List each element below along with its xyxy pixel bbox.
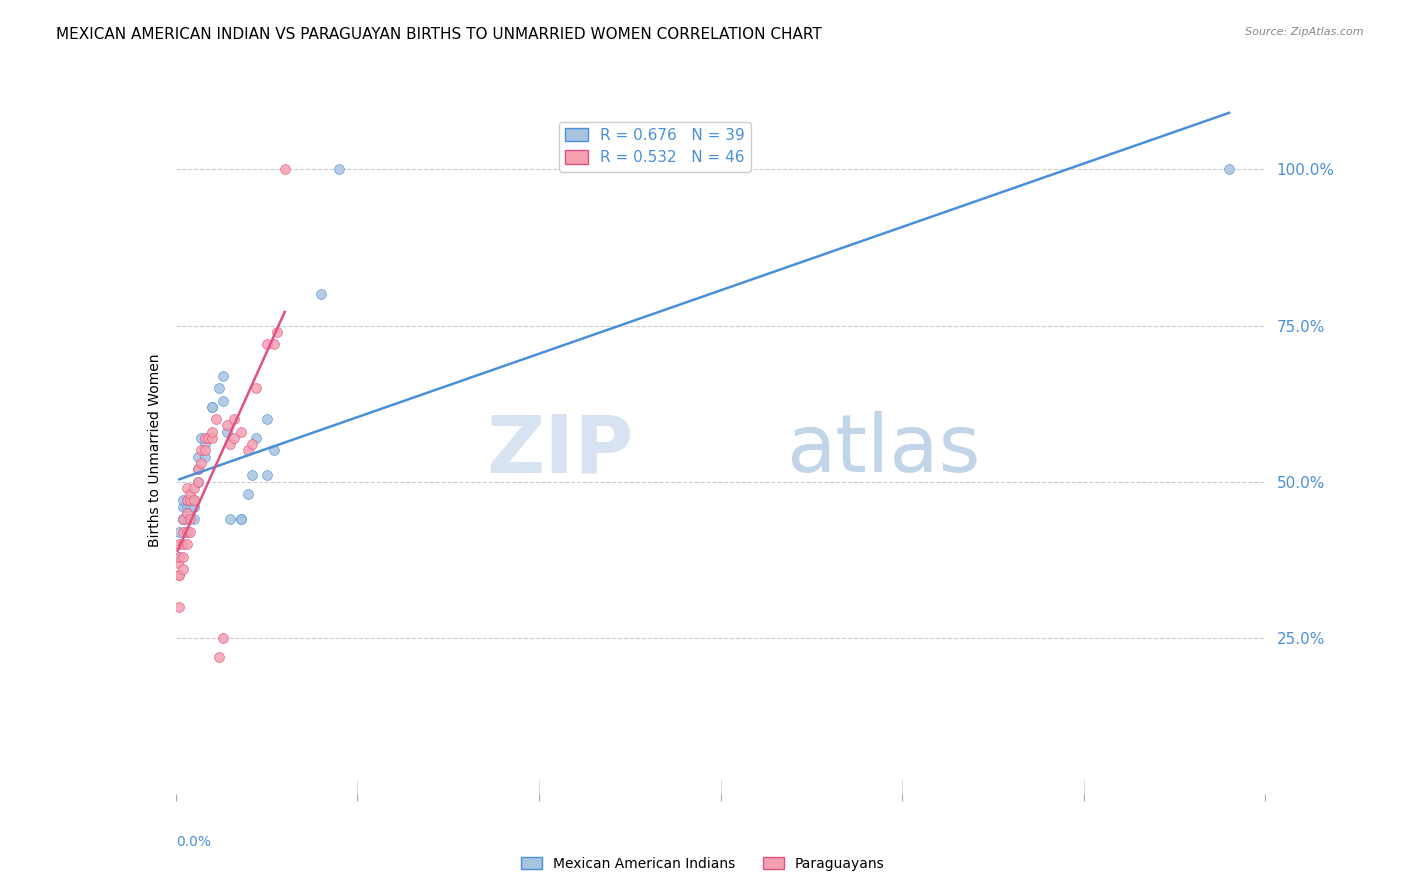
- Point: [201, 400, 224, 414]
- Point: [219, 437, 242, 451]
- Point: [172, 524, 194, 539]
- Point: [176, 500, 198, 514]
- Point: [186, 475, 209, 489]
- Point: [176, 493, 198, 508]
- Point: [194, 431, 217, 445]
- Point: [179, 524, 201, 539]
- Point: [194, 443, 217, 458]
- Point: [256, 468, 278, 483]
- Y-axis label: Births to Unmarried Women: Births to Unmarried Women: [148, 354, 162, 547]
- Point: [179, 493, 201, 508]
- Point: [212, 631, 235, 645]
- Point: [222, 431, 245, 445]
- Point: [183, 493, 205, 508]
- Point: [172, 493, 194, 508]
- Point: [172, 512, 194, 526]
- Point: [176, 524, 198, 539]
- Point: [172, 562, 194, 576]
- Point: [256, 337, 278, 351]
- Point: [201, 400, 224, 414]
- Legend: Mexican American Indians, Paraguayans: Mexican American Indians, Paraguayans: [516, 851, 890, 876]
- Point: [201, 431, 224, 445]
- Point: [256, 412, 278, 426]
- Point: [186, 462, 209, 476]
- Text: ZIP: ZIP: [486, 411, 633, 490]
- Point: [172, 537, 194, 551]
- Point: [190, 443, 212, 458]
- Point: [169, 537, 191, 551]
- Text: MEXICAN AMERICAN INDIAN VS PARAGUAYAN BIRTHS TO UNMARRIED WOMEN CORRELATION CHAR: MEXICAN AMERICAN INDIAN VS PARAGUAYAN BI…: [56, 27, 823, 42]
- Point: [169, 549, 191, 564]
- Point: [186, 475, 209, 489]
- Point: [197, 431, 219, 445]
- Point: [183, 493, 205, 508]
- Point: [231, 512, 253, 526]
- Point: [1218, 162, 1240, 177]
- Point: [183, 500, 205, 514]
- Point: [238, 487, 260, 501]
- Point: [176, 481, 198, 495]
- Point: [231, 512, 253, 526]
- Point: [266, 325, 288, 339]
- Point: [238, 443, 260, 458]
- Text: 0.0%: 0.0%: [176, 835, 211, 849]
- Point: [186, 450, 209, 464]
- Text: Source: ZipAtlas.com: Source: ZipAtlas.com: [1246, 27, 1364, 37]
- Point: [169, 599, 191, 614]
- Point: [176, 537, 198, 551]
- Point: [328, 162, 350, 177]
- Point: [190, 431, 212, 445]
- Point: [194, 437, 217, 451]
- Point: [179, 512, 201, 526]
- Point: [201, 425, 224, 439]
- Point: [240, 437, 263, 451]
- Point: [274, 162, 297, 177]
- Point: [215, 418, 238, 433]
- Point: [169, 568, 191, 582]
- Point: [186, 462, 209, 476]
- Point: [183, 481, 205, 495]
- Point: [231, 425, 253, 439]
- Point: [215, 425, 238, 439]
- Point: [245, 381, 267, 395]
- Point: [179, 487, 201, 501]
- Legend: R = 0.676   N = 39, R = 0.532   N = 46: R = 0.676 N = 39, R = 0.532 N = 46: [560, 121, 751, 171]
- Point: [194, 450, 217, 464]
- Point: [240, 468, 263, 483]
- Point: [222, 412, 245, 426]
- Point: [190, 456, 212, 470]
- Point: [172, 549, 194, 564]
- Point: [204, 412, 226, 426]
- Point: [263, 443, 285, 458]
- Point: [263, 337, 285, 351]
- Point: [212, 368, 235, 383]
- Point: [172, 512, 194, 526]
- Point: [176, 493, 198, 508]
- Point: [212, 393, 235, 408]
- Point: [172, 512, 194, 526]
- Point: [245, 431, 267, 445]
- Point: [169, 568, 191, 582]
- Point: [183, 512, 205, 526]
- Point: [166, 556, 188, 570]
- Point: [179, 500, 201, 514]
- Point: [169, 549, 191, 564]
- Point: [176, 512, 198, 526]
- Point: [208, 649, 231, 664]
- Point: [172, 500, 194, 514]
- Point: [176, 524, 198, 539]
- Point: [176, 506, 198, 520]
- Point: [219, 512, 242, 526]
- Point: [169, 524, 191, 539]
- Point: [309, 287, 332, 301]
- Point: [179, 493, 201, 508]
- Point: [208, 381, 231, 395]
- Text: atlas: atlas: [786, 411, 980, 490]
